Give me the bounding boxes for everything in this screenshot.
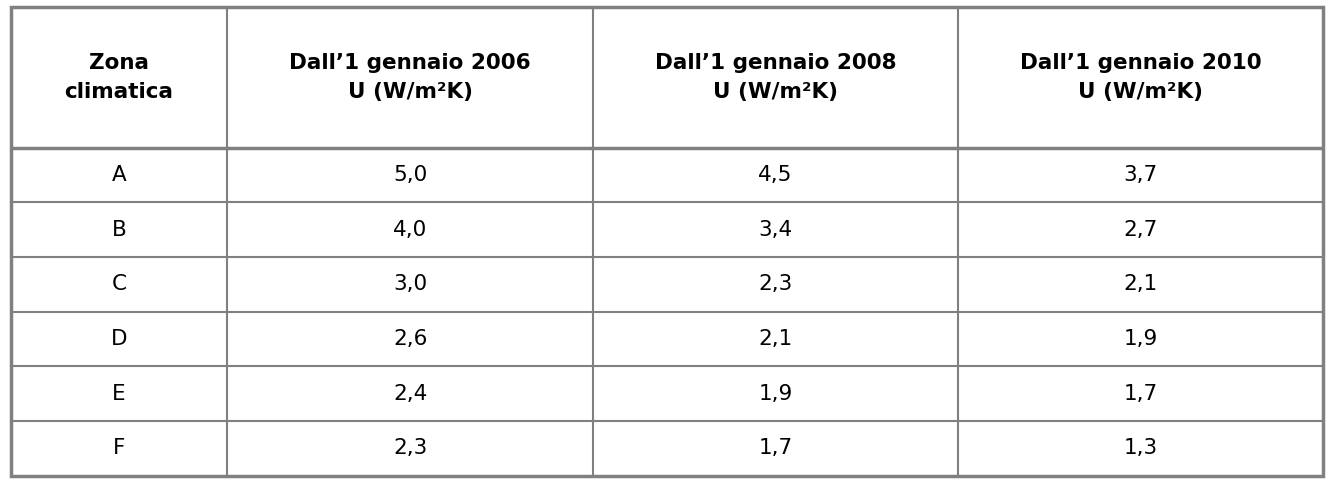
- Text: Zona: Zona: [89, 53, 149, 72]
- Text: 2,3: 2,3: [758, 274, 792, 295]
- Text: 2,3: 2,3: [394, 439, 427, 458]
- Text: 1,7: 1,7: [758, 439, 792, 458]
- Text: U (W/m²K): U (W/m²K): [348, 83, 472, 102]
- Text: 2,7: 2,7: [1123, 220, 1158, 240]
- Text: Dall’1 gennaio 2006: Dall’1 gennaio 2006: [289, 53, 531, 72]
- Text: 3,7: 3,7: [1123, 165, 1158, 185]
- Text: 1,9: 1,9: [758, 384, 792, 404]
- Text: 2,6: 2,6: [394, 329, 427, 349]
- Text: Dall’1 gennaio 2010: Dall’1 gennaio 2010: [1021, 53, 1262, 72]
- Text: E: E: [112, 384, 125, 404]
- Text: U (W/m²K): U (W/m²K): [712, 83, 838, 102]
- Text: 1,9: 1,9: [1123, 329, 1158, 349]
- Text: 4,0: 4,0: [394, 220, 427, 240]
- Text: 1,7: 1,7: [1123, 384, 1158, 404]
- Text: 2,1: 2,1: [1123, 274, 1158, 295]
- Text: A: A: [112, 165, 127, 185]
- Text: 3,0: 3,0: [394, 274, 427, 295]
- Text: Dall’1 gennaio 2008: Dall’1 gennaio 2008: [655, 53, 896, 72]
- Text: climatica: climatica: [64, 83, 173, 102]
- Text: 5,0: 5,0: [394, 165, 427, 185]
- Text: 2,1: 2,1: [758, 329, 792, 349]
- Text: U (W/m²K): U (W/m²K): [1078, 83, 1203, 102]
- Text: 1,3: 1,3: [1123, 439, 1158, 458]
- Text: 4,5: 4,5: [758, 165, 792, 185]
- Text: C: C: [112, 274, 127, 295]
- Text: 2,4: 2,4: [394, 384, 427, 404]
- Text: F: F: [113, 439, 125, 458]
- Text: B: B: [112, 220, 127, 240]
- Text: D: D: [111, 329, 127, 349]
- Text: 3,4: 3,4: [758, 220, 792, 240]
